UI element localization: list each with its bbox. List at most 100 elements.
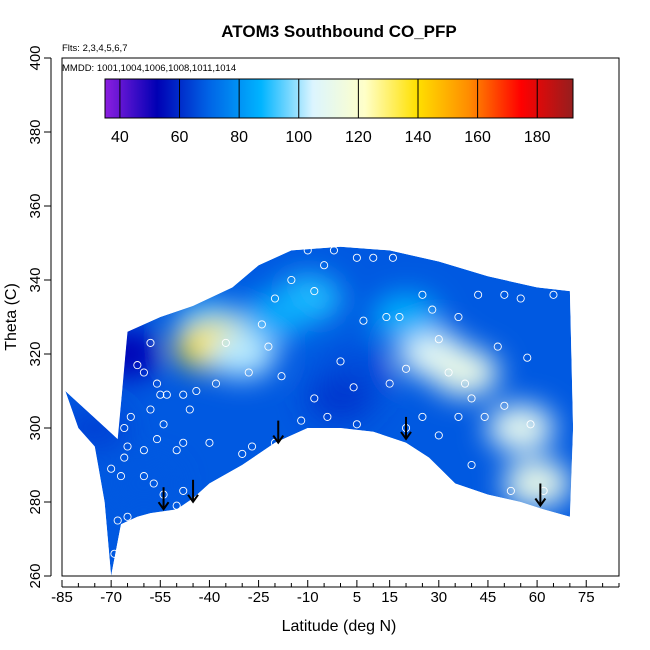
colorbar-bar: [105, 79, 573, 118]
field-region: [486, 404, 555, 452]
sample-point: [139, 368, 148, 377]
sample-point: [247, 442, 257, 451]
down-arrow: [400, 416, 412, 441]
sample-point: [500, 290, 509, 299]
arrow-markers: [157, 416, 547, 511]
x-tick-label: -85: [51, 589, 73, 606]
sample-point: [352, 253, 361, 262]
sample-point: [506, 486, 515, 495]
sample-point: [123, 442, 132, 451]
x-tick-label: 5: [353, 589, 361, 606]
sample-point: [116, 472, 126, 481]
field-region: [306, 374, 375, 423]
sample-point: [352, 420, 361, 429]
sample-point: [270, 294, 280, 303]
x-axis: -85 -70 -55 -40 -25 -10 5 15 30 45 60 75: [51, 580, 620, 606]
x-tick-label: -40: [199, 589, 221, 606]
sample-point: [395, 312, 404, 322]
sample-point: [467, 394, 476, 403]
y-tick-label: 340: [27, 267, 44, 292]
sample-point: [349, 383, 358, 392]
sample-point: [287, 275, 296, 285]
x-tick-label: 75: [578, 589, 595, 606]
sample-point: [277, 372, 286, 381]
sample-point: [156, 390, 165, 399]
sample-point: [388, 253, 397, 262]
sample-point: [493, 342, 502, 351]
plot-frame: [61, 57, 620, 577]
field-region: [208, 330, 277, 378]
y-tick-label: 400: [27, 45, 44, 70]
y-tick-label: 320: [27, 341, 44, 366]
sample-point: [474, 290, 483, 299]
flights-subtitle: Flts: 2,3,4,5,6,7: [62, 43, 127, 54]
colorbar-tick-label: 140: [405, 129, 432, 146]
sample-point: [303, 246, 312, 255]
down-arrow: [272, 420, 285, 445]
colorbar-tick-label: 40: [111, 129, 129, 146]
sample-point: [185, 405, 194, 414]
sample-point: [329, 246, 338, 255]
sample-point: [110, 549, 119, 558]
x-tick-label: 45: [480, 589, 497, 606]
sample-point: [310, 394, 319, 403]
sample-point: [480, 412, 489, 421]
sample-point: [133, 361, 142, 370]
sample-point: [221, 338, 230, 347]
colorbar-outline: [104, 78, 574, 119]
sample-point: [172, 501, 181, 510]
field-region: [65, 404, 129, 452]
down-arrow: [534, 483, 547, 508]
sample-point: [179, 390, 188, 399]
sample-point: [359, 316, 368, 325]
sample-point: [434, 431, 443, 440]
sample-point: [336, 357, 345, 366]
sample-point: [549, 290, 558, 299]
sample-point: [460, 379, 470, 388]
sample-point: [369, 253, 378, 262]
x-tick-label: 15: [381, 589, 398, 606]
sample-point: [211, 379, 221, 388]
sample-point: [523, 353, 532, 362]
field-blobs: [65, 274, 572, 508]
sample-point: [264, 342, 273, 351]
sample-point: [139, 446, 148, 455]
sample-point: [126, 320, 135, 329]
sample-point: [418, 290, 427, 299]
colorbar-tick-label: 180: [524, 129, 551, 146]
sample-point: [310, 287, 319, 296]
co-field: [65, 246, 574, 576]
sample-point: [434, 335, 443, 344]
sample-point: [139, 472, 148, 481]
sample-point: [454, 412, 463, 421]
sample-point: [162, 390, 171, 399]
sample-point: [401, 364, 411, 373]
sample-point: [123, 512, 132, 521]
down-arrow: [187, 479, 199, 504]
sample-point: [244, 368, 253, 377]
sample-point: [152, 379, 162, 388]
sample-point: [428, 305, 437, 314]
sample-point: [444, 368, 453, 377]
down-arrow: [157, 487, 170, 511]
colorbar-tick-label: 160: [464, 129, 491, 146]
sample-point: [323, 412, 332, 421]
sample-point: [467, 460, 476, 470]
sample-point: [257, 320, 266, 329]
sample-point: [418, 412, 427, 421]
field-region: [372, 293, 441, 341]
x-axis-label: Latitude (deg N): [282, 618, 397, 635]
x-tick-label: -70: [100, 589, 122, 606]
sample-point: [107, 464, 116, 473]
chart-title: ATOM3 Southbound CO_PFP: [221, 22, 456, 41]
sample-point: [179, 486, 188, 495]
sample-point: [152, 435, 162, 444]
field-region: [503, 459, 572, 508]
sample-point: [385, 379, 394, 388]
sample-point: [149, 479, 158, 488]
colorbar-ticks: 40 60 80 100 120 140 160 180: [104, 78, 574, 146]
sample-point: [113, 516, 122, 525]
dates-subtitle: MMDD: 1001,1004,1006,1008,1011,1014: [62, 63, 236, 74]
sample-point: [172, 446, 181, 455]
